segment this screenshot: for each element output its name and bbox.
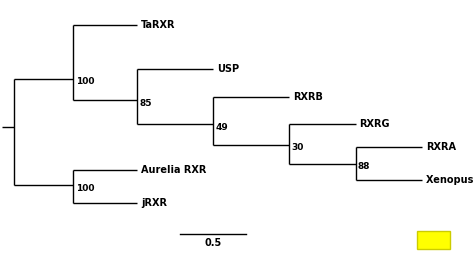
Text: 88: 88 <box>358 163 370 171</box>
Text: TaRXR: TaRXR <box>141 20 176 30</box>
Text: Aurelia RXR: Aurelia RXR <box>141 165 207 175</box>
Text: 85: 85 <box>140 99 152 108</box>
Text: RXRG: RXRG <box>359 119 390 130</box>
Text: USP: USP <box>217 64 239 74</box>
Text: RXRB: RXRB <box>293 91 323 102</box>
Text: 0.5: 0.5 <box>205 237 222 248</box>
Text: 30: 30 <box>292 144 304 152</box>
Text: 49: 49 <box>216 123 228 132</box>
Text: jRXR: jRXR <box>141 198 167 208</box>
Text: RXRA: RXRA <box>426 142 456 152</box>
Text: 100: 100 <box>76 184 94 193</box>
Text: 100: 100 <box>76 77 94 86</box>
Text: Xenopus RXR: Xenopus RXR <box>426 175 474 185</box>
FancyBboxPatch shape <box>417 231 450 249</box>
